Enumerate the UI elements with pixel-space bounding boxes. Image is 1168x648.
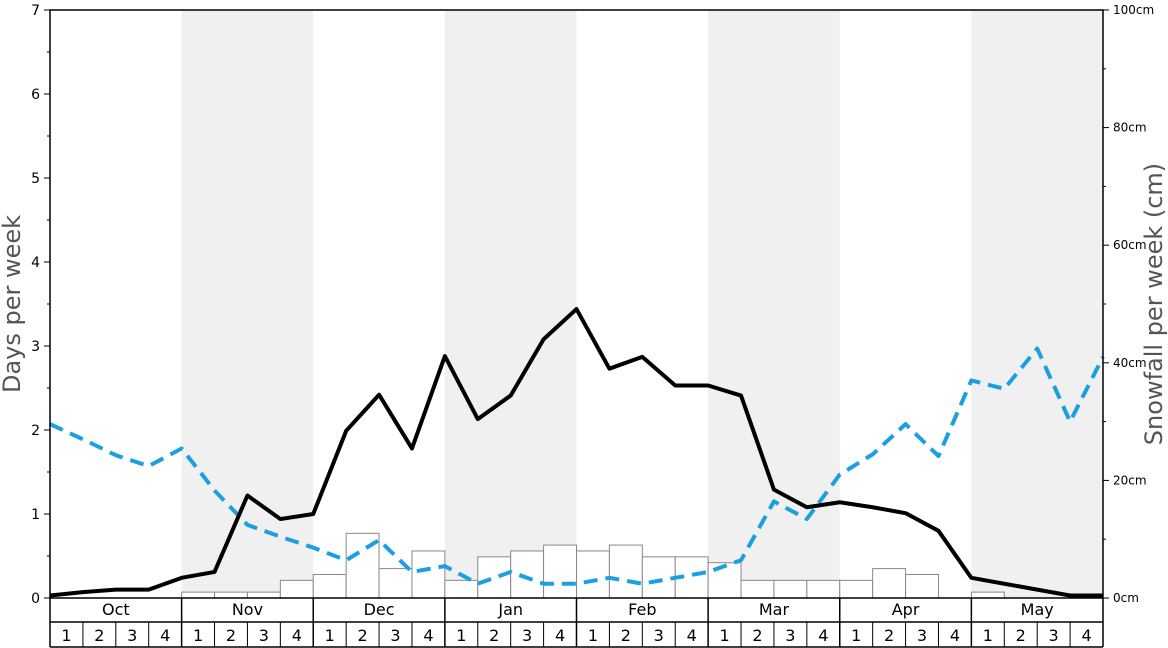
right-tick-label: 40cm bbox=[1113, 356, 1147, 370]
shade-nov bbox=[181, 10, 314, 598]
snowfall-bar bbox=[378, 568, 413, 599]
snowfall-bar bbox=[181, 591, 216, 599]
week-label: 2 bbox=[752, 626, 762, 645]
week-label: 4 bbox=[950, 626, 960, 645]
right-tick-label: 20cm bbox=[1113, 473, 1147, 487]
week-label: 4 bbox=[555, 626, 565, 645]
week-label: 2 bbox=[1016, 626, 1026, 645]
month-label: Mar bbox=[759, 600, 790, 619]
left-tick-label: 4 bbox=[31, 255, 40, 271]
week-label: 4 bbox=[423, 626, 433, 645]
week-label: 3 bbox=[917, 626, 927, 645]
left-tick-label: 5 bbox=[31, 171, 40, 187]
week-label: 3 bbox=[654, 626, 664, 645]
week-label: 1 bbox=[61, 626, 71, 645]
week-label: 2 bbox=[226, 626, 236, 645]
week-label: 4 bbox=[818, 626, 828, 645]
week-label: 1 bbox=[193, 626, 203, 645]
snowfall-bar bbox=[773, 579, 808, 599]
snowfall-bar bbox=[477, 556, 512, 599]
week-label: 4 bbox=[160, 626, 170, 645]
right-axis-title: Snowfall per week (cm) bbox=[1140, 163, 1168, 445]
shade-mar bbox=[708, 10, 840, 598]
month-label: Nov bbox=[232, 600, 263, 619]
week-label: 3 bbox=[127, 626, 137, 645]
right-tick-label: 0cm bbox=[1113, 591, 1139, 605]
snowfall-bar bbox=[839, 579, 874, 599]
week-label: 3 bbox=[785, 626, 795, 645]
week-label: 1 bbox=[325, 626, 335, 645]
week-label: 3 bbox=[1049, 626, 1059, 645]
left-tick-label: 0 bbox=[31, 591, 40, 607]
right-axis: 0cm 20cm 40cm 60cm 80cm 100cm bbox=[1103, 3, 1154, 605]
week-label: 1 bbox=[719, 626, 729, 645]
week-label: 2 bbox=[94, 626, 104, 645]
days-line bbox=[49, 307, 1103, 598]
left-tick-label: 7 bbox=[31, 3, 40, 19]
week-label: 2 bbox=[621, 626, 631, 645]
snowfall-bar bbox=[411, 550, 446, 599]
left-tick-label: 3 bbox=[31, 339, 40, 355]
week-label: 4 bbox=[292, 626, 302, 645]
snowfall-bar bbox=[279, 579, 314, 599]
week-label: 2 bbox=[489, 626, 499, 645]
shade-jan bbox=[444, 10, 577, 598]
snowfall-bar bbox=[444, 579, 479, 599]
snowfall-bar bbox=[246, 591, 281, 599]
snowfall-bar bbox=[806, 579, 841, 599]
left-axis: 0 1 2 3 4 5 6 7 bbox=[31, 3, 50, 607]
month-label: Apr bbox=[892, 600, 920, 619]
week-label: 1 bbox=[851, 626, 861, 645]
snowfall-bar bbox=[543, 544, 577, 599]
right-tick-label: 100cm bbox=[1113, 3, 1154, 17]
week-row: 1 2 3 4 1 2 3 4 1 2 3 4 1 2 3 4 1 2 3 4 1 2 3 4 1 2 3 4 1 2 3 4 bbox=[61, 622, 1092, 647]
month-label: Jan bbox=[497, 600, 523, 619]
month-label: Dec bbox=[364, 600, 395, 619]
week-label: 3 bbox=[259, 626, 269, 645]
week-label: 1 bbox=[983, 626, 993, 645]
snowfall-bar bbox=[576, 550, 610, 599]
left-tick-label: 2 bbox=[31, 423, 40, 439]
month-row: Oct Nov Dec Jan Feb Mar Apr May bbox=[49, 598, 1104, 648]
right-tick-label: 80cm bbox=[1113, 121, 1147, 135]
week-label: 4 bbox=[1081, 626, 1091, 645]
left-tick-label: 1 bbox=[31, 507, 40, 523]
month-shading bbox=[181, 10, 1103, 598]
snowfall-bar bbox=[740, 579, 775, 599]
snowfall-bar bbox=[905, 573, 939, 599]
snowfall-bar bbox=[970, 591, 1005, 599]
week-label: 1 bbox=[456, 626, 466, 645]
snowfall-bar bbox=[214, 591, 248, 599]
left-axis-title: Days per week bbox=[0, 215, 26, 393]
week-label: 3 bbox=[390, 626, 400, 645]
series-lines bbox=[49, 307, 1105, 598]
snowfall-bars bbox=[181, 532, 1005, 599]
week-label: 1 bbox=[588, 626, 598, 645]
right-tick-label: 60cm bbox=[1113, 238, 1147, 252]
month-label: Oct bbox=[102, 600, 130, 619]
week-label: 2 bbox=[884, 626, 894, 645]
week-label: 3 bbox=[522, 626, 532, 645]
week-label: 2 bbox=[358, 626, 368, 645]
snowfall-bar bbox=[312, 573, 347, 599]
month-label: May bbox=[1021, 600, 1054, 619]
week-label: 4 bbox=[687, 626, 697, 645]
snowfall-bar bbox=[872, 568, 907, 599]
month-label: Feb bbox=[628, 600, 656, 619]
left-tick-label: 6 bbox=[31, 87, 40, 103]
snowfall-bar bbox=[608, 544, 643, 599]
snowfall-bar bbox=[510, 550, 545, 599]
shade-may bbox=[971, 10, 1103, 598]
